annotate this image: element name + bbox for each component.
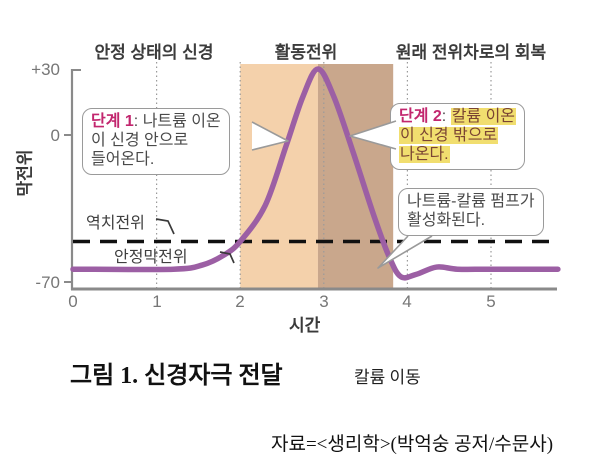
vertical-gridlines [156, 62, 492, 288]
callout-step1: 단계 1: 나트륨 이온 이 신경 안으로 들어온다. [82, 108, 230, 175]
x-tick-5: 5 [486, 292, 496, 311]
header-resting-nerve: 안정 상태의 신경 [94, 43, 214, 62]
resting-label-connector [219, 251, 235, 264]
callout-pump-line2: 활성화된다. [407, 211, 486, 229]
callout-step2-line1: 단계 2: 칼륨 이온 [399, 108, 517, 125]
y-tick-label-plus30: +30 [31, 60, 60, 79]
x-tick-0: 0 [68, 292, 78, 311]
y-axis-title: 막전위 [15, 149, 35, 197]
x-axis-title: 시간 [289, 316, 321, 335]
source-credit: 자료=<생리학>(박억숭 공저/수문사) [271, 434, 554, 455]
threshold-label: 역치전위 [86, 215, 145, 232]
x-tick-4: 4 [402, 292, 412, 311]
figure-caption: 그림 1. 신경자극 전달 [70, 363, 283, 389]
callout-step2-line3: 나온다. [399, 145, 450, 163]
callout-step1-line1: 단계 1: 나트륨 이온 [91, 113, 221, 130]
figure-caption-subtitle: 칼륨 이동 [354, 368, 421, 387]
x-tick-1: 1 [152, 292, 162, 311]
callout-step1-line3: 들어온다. [91, 150, 155, 168]
callout-pump: 나트륨-칼륨 펌프가 활성화된다. [398, 188, 544, 236]
y-tick-label-0: 0 [50, 126, 60, 145]
x-tick-3: 3 [319, 292, 329, 311]
phase-bands [240, 64, 394, 289]
header-action-potential: 활동전위 [274, 43, 338, 62]
membrane-potential-curve [70, 66, 561, 281]
callout-pump-line1: 나트륨-칼륨 펌프가 [407, 193, 535, 210]
y-tick-label-minus70: -70 [35, 273, 60, 292]
resting-potential-label: 안정막전위 [114, 249, 188, 266]
step2-badge: 단계 2 [399, 108, 442, 125]
threshold-label-connector [155, 218, 175, 235]
callout-step2: 단계 2: 칼륨 이온 이 신경 밖으로 나온다. [390, 103, 526, 170]
x-tick-2: 2 [235, 292, 245, 311]
step1-badge: 단계 1 [91, 113, 134, 130]
callout-step1-line2: 이 신경 안으로 [91, 131, 189, 149]
callout-step2-line2: 이 신경 밖으로 [399, 126, 499, 144]
header-recovery: 원래 전위차로의 회복 [395, 43, 547, 62]
